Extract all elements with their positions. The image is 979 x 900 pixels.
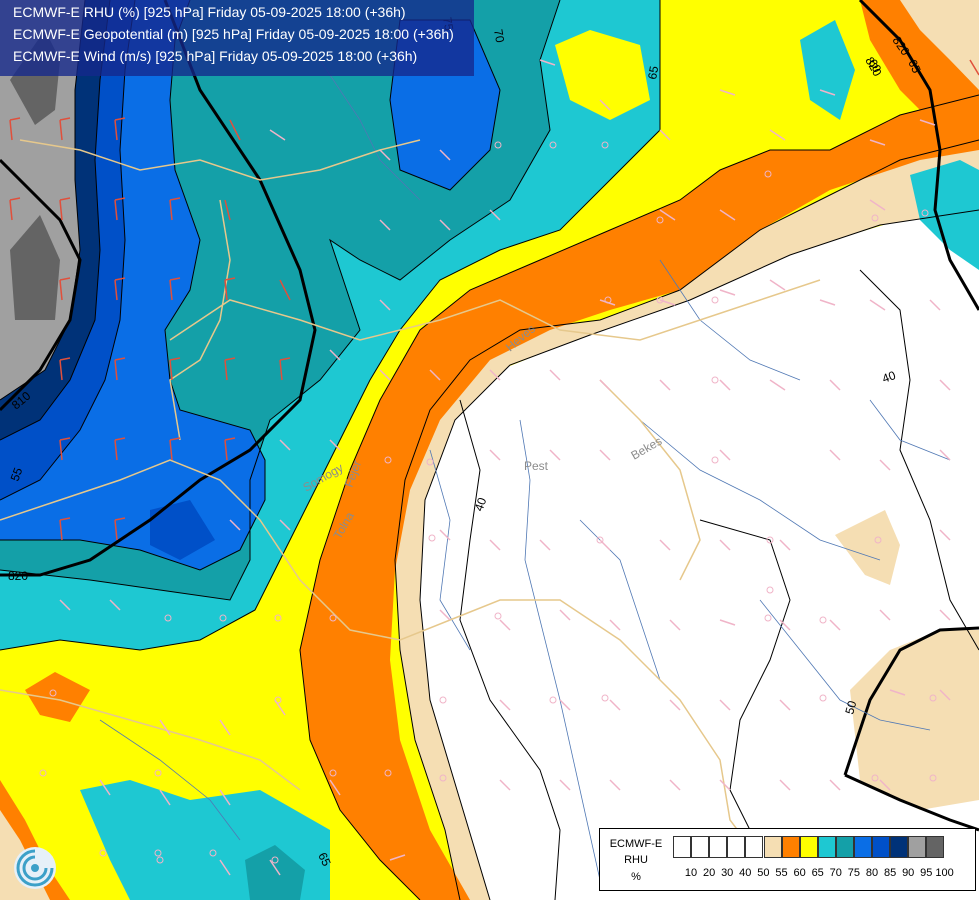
legend-swatch [872, 836, 891, 858]
legend-title-model: ECMWF-E [609, 838, 663, 850]
legend-swatch [709, 836, 728, 858]
geopotential-label: 820 [8, 569, 28, 583]
legend-level-label: 65 [811, 867, 824, 879]
legend-level-label: 30 [721, 867, 734, 879]
map-title-panel: ECMWF-E RHU (%) [925 hPa] Friday 05-09-2… [0, 0, 474, 76]
legend-swatch [745, 836, 764, 858]
rhu-55-band-ne [900, 0, 979, 90]
rhu-75-pocket-sw [245, 845, 305, 900]
legend-swatch [691, 836, 710, 858]
legend-level-label: 50 [757, 867, 770, 879]
legend-swatch [908, 836, 927, 858]
rhu-55-pocket-e [835, 510, 900, 585]
rhu-label: 65 [645, 65, 661, 81]
legend-level-label: 55 [775, 867, 788, 879]
rhu-label: 70 [491, 28, 507, 44]
legend-level-label: 95 [920, 867, 933, 879]
rhu-65-pocket-n [555, 30, 650, 120]
rhu-55-pocket-se [850, 630, 979, 810]
rhu-60-band [300, 95, 979, 900]
geopotential-contours [0, 0, 979, 832]
region-label-pest: Pest [524, 459, 549, 473]
rhu-label: 40 [472, 495, 490, 513]
calm-markers [39, 141, 937, 864]
rhu-100-zone-b [10, 215, 60, 320]
legend-level-label: 90 [902, 867, 915, 879]
legend-level-label: 20 [702, 867, 716, 879]
rhu-label: 40 [880, 368, 898, 386]
color-legend: ECMWF-E RHU % 10 20 30 40 50 55 60 65 70 75 80 85 90… [599, 828, 976, 891]
legend-level-label: 40 [739, 867, 752, 879]
logo-icon [14, 847, 56, 889]
wind-title: ECMWF-E Wind (m/s) [925 hPa] Friday 05-0… [13, 48, 418, 64]
legend-swatch [781, 836, 800, 858]
wind-barbs [9, 59, 979, 876]
legend-swatch [727, 836, 746, 858]
legend-swatch [926, 836, 945, 858]
legend-swatch [799, 836, 818, 858]
rhu-85-pocket [150, 500, 215, 560]
legend-level-label: 10 [684, 867, 698, 879]
legend-title-unit: % [631, 871, 641, 883]
rhu-label: 50 [842, 699, 859, 716]
legend-level-label: 80 [865, 867, 879, 879]
rhu-label: 65 [315, 850, 333, 868]
legend-swatch [854, 836, 872, 858]
legend-title-var: RHU [624, 854, 648, 866]
rhu-label: 65 [905, 57, 923, 75]
legend-swatch [890, 836, 909, 858]
legend-swatch [817, 836, 836, 858]
rhu-title: ECMWF-E RHU (%) [925 hPa] Friday 05-09-2… [13, 4, 406, 20]
rhu-label: 55 [8, 465, 26, 483]
legend-swatch [835, 836, 854, 858]
legend-swatch [673, 836, 691, 858]
rhu-70-pocket-n2 [800, 20, 855, 120]
legend-level-label: 100 [935, 867, 954, 879]
admin-borders [0, 139, 821, 861]
legend-level-label: 75 [847, 867, 861, 879]
legend-level-label: 85 [883, 867, 897, 879]
legend-swatch [763, 836, 782, 858]
legend-level-label: 70 [829, 867, 842, 879]
rhu-label: 60 [865, 57, 884, 76]
rhu-60-pocket-sw [25, 672, 90, 722]
legend-level-label: 60 [793, 867, 806, 879]
geopotential-title: ECMWF-E Geopotential (m) [925 hPa] Frida… [13, 26, 454, 42]
